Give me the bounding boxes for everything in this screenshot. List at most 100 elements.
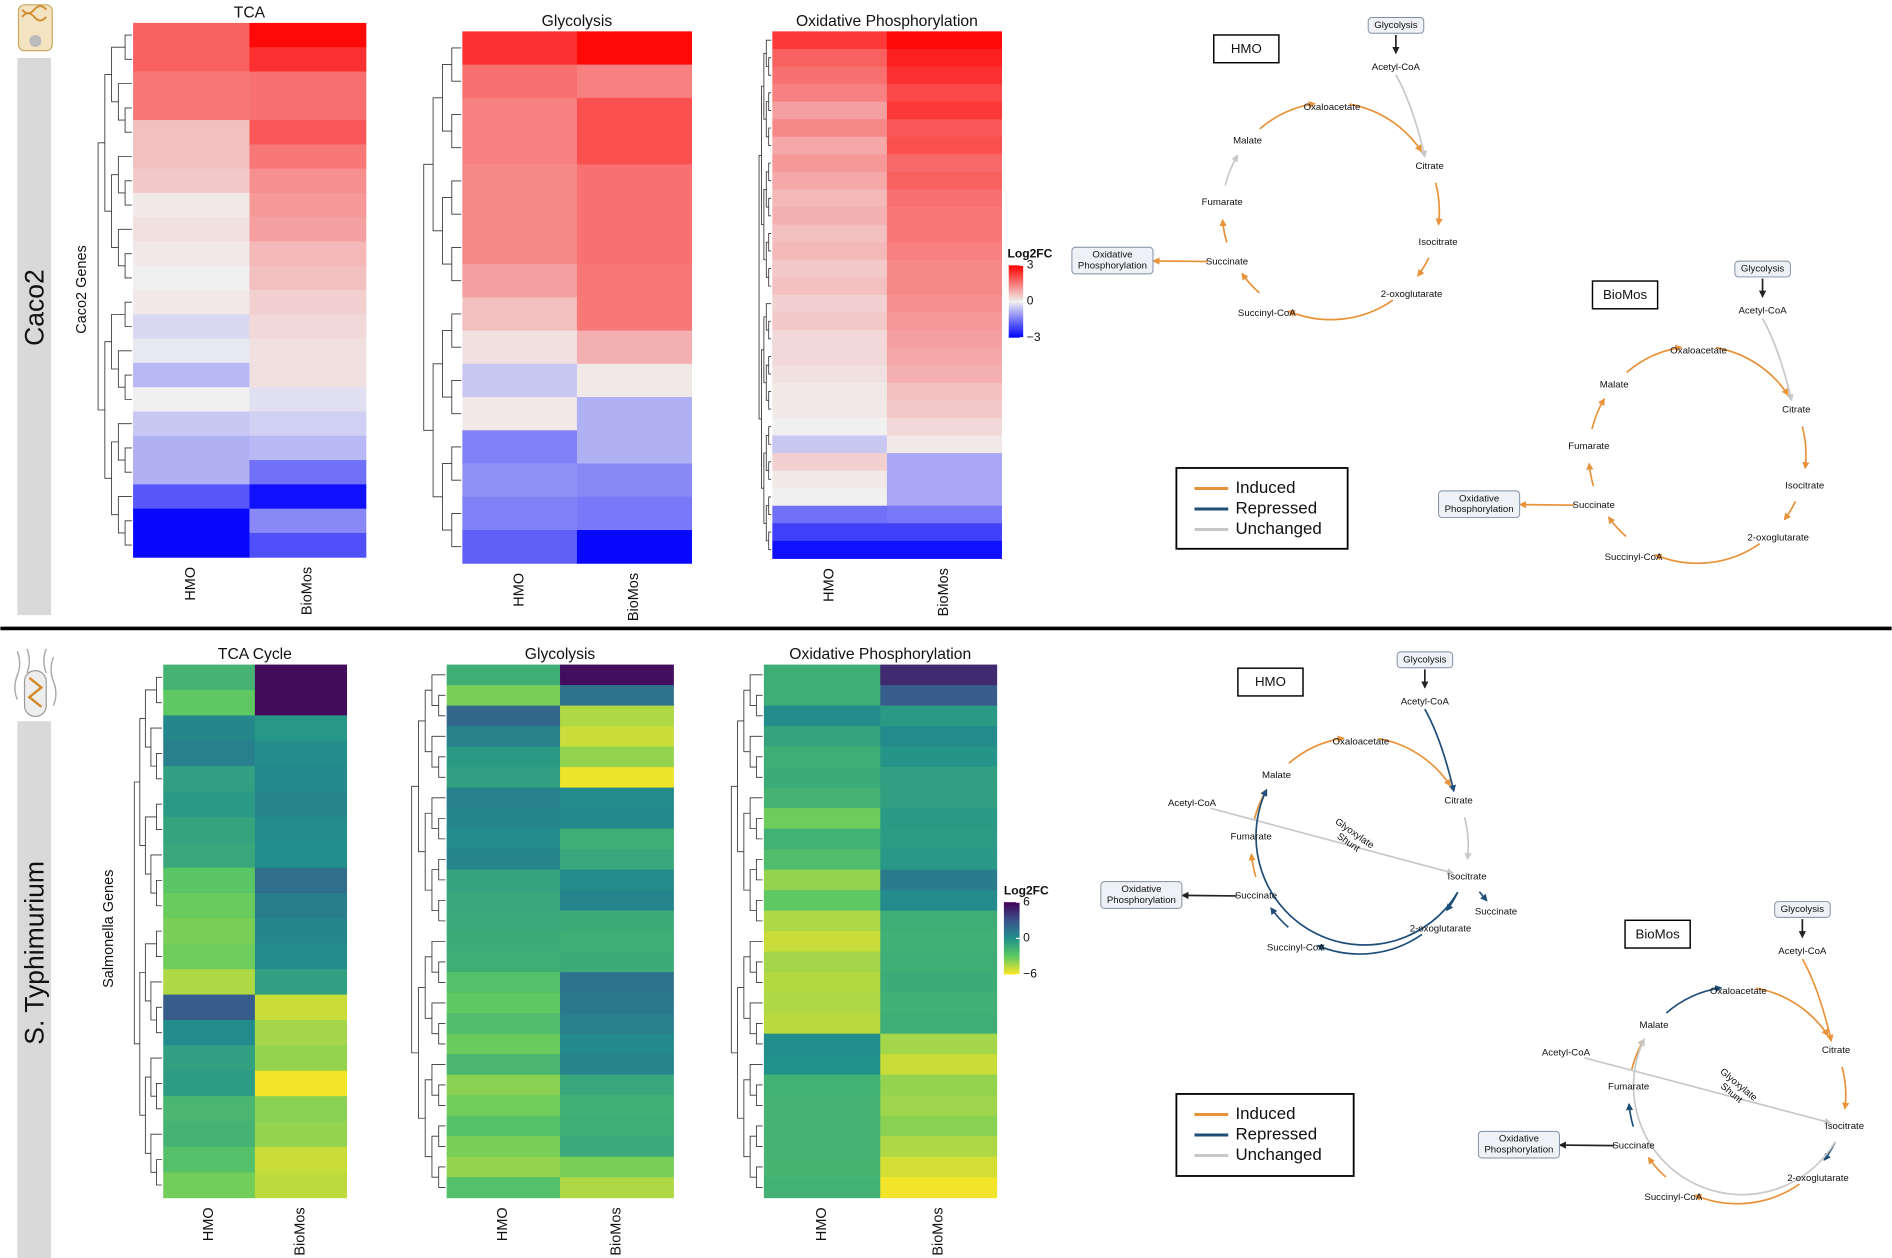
- heatmap-cell: [560, 951, 674, 973]
- heatmap-cell: [249, 508, 367, 534]
- node-label: Acetyl-CoA: [1168, 798, 1217, 809]
- heatmap-cell: [560, 1177, 674, 1199]
- pathway-node: Isocitrate: [1785, 481, 1824, 492]
- dendrogram-branch: [768, 426, 772, 445]
- node-box: [1100, 881, 1183, 909]
- colorbar-tick-label: 6: [1023, 894, 1030, 908]
- heatmap-cell: [772, 207, 888, 226]
- heatmap-cell: [254, 1121, 348, 1148]
- dendrogram-branch: [768, 268, 772, 287]
- heatmap-cell: [772, 365, 888, 384]
- heatmap-cell: [886, 277, 1002, 296]
- column-label: BioMos: [626, 573, 642, 621]
- heatmap-cell: [772, 84, 888, 103]
- colorbar-title: Log2FC: [1008, 247, 1053, 261]
- node-label: Succinate: [1206, 256, 1248, 267]
- heatmap-cell: [763, 664, 881, 686]
- heatmap-cell: [163, 1121, 256, 1148]
- dendrogram-branch: [749, 1135, 757, 1178]
- node-label: 2-oxoglutarate: [1410, 923, 1472, 934]
- node-label: Succinate: [1475, 906, 1517, 917]
- condition-box: [1213, 34, 1280, 64]
- pathway-edge: [1424, 708, 1456, 793]
- node-label: Citrate: [1782, 405, 1810, 416]
- heatmap-cell: [880, 1074, 998, 1096]
- heatmap-cell: [446, 910, 561, 932]
- heatmap-cell: [886, 365, 1002, 384]
- pathway-node: Succinate: [1475, 906, 1517, 917]
- pathway-node: Oxaloacetate: [1304, 102, 1361, 113]
- condition-label: BioMos: [1636, 926, 1681, 941]
- node-label: Acetyl-CoA: [1542, 1048, 1591, 1059]
- node-label: Fumarate: [1608, 1081, 1649, 1092]
- dendrogram: [730, 674, 763, 1188]
- dendrogram-branch: [156, 1083, 163, 1110]
- node-label: Succinate: [1612, 1140, 1654, 1151]
- heatmap-cell: [763, 746, 881, 768]
- heatmap-cell: [133, 314, 250, 340]
- heatmap-cell: [560, 746, 674, 768]
- pathway-edge: [1181, 891, 1237, 900]
- dendrogram-branch: [737, 987, 744, 1119]
- heatmap-cell: [254, 715, 348, 742]
- heatmap-cell: [254, 1019, 348, 1046]
- heatmap-cell: [133, 22, 250, 48]
- dendrogram-branch: [755, 858, 763, 881]
- dendrogram-branch: [438, 694, 446, 717]
- heatmap-cell: [886, 259, 1002, 278]
- heatmap-cell: [446, 951, 561, 973]
- heatmap-cell: [560, 828, 674, 850]
- heatmap-cell: [880, 808, 998, 830]
- node-label: Fumarate: [1231, 832, 1272, 843]
- dendrogram-branch: [442, 330, 452, 398]
- heatmap-cell: [446, 972, 561, 994]
- edges: [1558, 919, 1850, 1205]
- heatmap-cell: [163, 1019, 256, 1046]
- edges: [1518, 278, 1810, 565]
- heatmap-cell: [886, 84, 1002, 103]
- heatmap-cell: [462, 397, 578, 431]
- heatmap-cell: [763, 890, 881, 912]
- dendrogram-branch: [451, 512, 462, 548]
- dendrogram-branch: [768, 496, 772, 515]
- heatmap-cell: [249, 192, 367, 218]
- column-label: BioMos: [293, 1207, 309, 1255]
- column-label: HMO: [495, 1207, 511, 1241]
- heatmap-cell: [880, 1115, 998, 1137]
- heatmap-cell: [880, 972, 998, 994]
- dendrogram-branch: [111, 46, 126, 103]
- pathway-edge: [1463, 816, 1472, 861]
- heatmap-cell: [254, 791, 348, 818]
- dendrogram-branch: [156, 676, 163, 704]
- dendrogram-branch: [139, 971, 146, 1116]
- node-box: [1734, 260, 1791, 278]
- dendrogram-branch: [755, 1166, 763, 1188]
- dendrogram-branch: [438, 817, 446, 840]
- pathway-edge: [1608, 516, 1627, 538]
- pathway-node: 2-oxoglutarate: [1787, 1173, 1849, 1184]
- heatmap-cell: [886, 453, 1002, 472]
- heatmap-cell: [772, 66, 888, 85]
- heatmap-cell: [763, 767, 881, 789]
- pathway-edge: [1647, 1156, 1667, 1178]
- heatmap-cell: [763, 808, 881, 830]
- heatmap-cell: [886, 242, 1002, 261]
- dendrogram: [97, 34, 132, 546]
- heatmap-cell: [163, 994, 256, 1021]
- dendrogram-branch: [451, 247, 462, 282]
- heatmap-cell: [772, 470, 888, 489]
- heatmap-cell: [886, 347, 1002, 366]
- genes-axis-label: Caco2 Genes: [74, 245, 90, 333]
- heatmap-cell: [249, 120, 367, 145]
- colorbar-tick-label: −6: [1023, 967, 1037, 981]
- heatmap-cell: [133, 460, 250, 485]
- legend-label: Unchanged: [1235, 1145, 1321, 1164]
- dendrogram-branch: [743, 812, 751, 891]
- heatmap-cell: [133, 290, 250, 315]
- heatmap-cell: [886, 312, 1002, 331]
- heatmap-cell: [446, 992, 561, 1014]
- heatmap-cell: [446, 1054, 561, 1076]
- heatmap-cell: [560, 1013, 674, 1035]
